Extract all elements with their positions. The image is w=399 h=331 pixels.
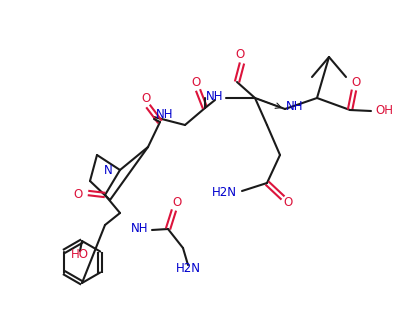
- Text: HO: HO: [71, 249, 89, 261]
- Text: O: O: [74, 187, 83, 201]
- Text: H2N: H2N: [176, 262, 201, 275]
- Text: NH: NH: [206, 89, 224, 103]
- Text: H2N: H2N: [212, 186, 237, 200]
- Text: O: O: [235, 49, 245, 62]
- Text: NH: NH: [131, 221, 149, 234]
- Text: N: N: [104, 164, 113, 176]
- Text: O: O: [283, 197, 292, 210]
- Text: NH: NH: [286, 101, 304, 114]
- Text: O: O: [141, 91, 151, 105]
- Text: NH: NH: [156, 109, 174, 121]
- Text: OH: OH: [375, 105, 393, 118]
- Text: O: O: [352, 75, 361, 88]
- Text: O: O: [192, 75, 201, 88]
- Text: O: O: [172, 196, 182, 209]
